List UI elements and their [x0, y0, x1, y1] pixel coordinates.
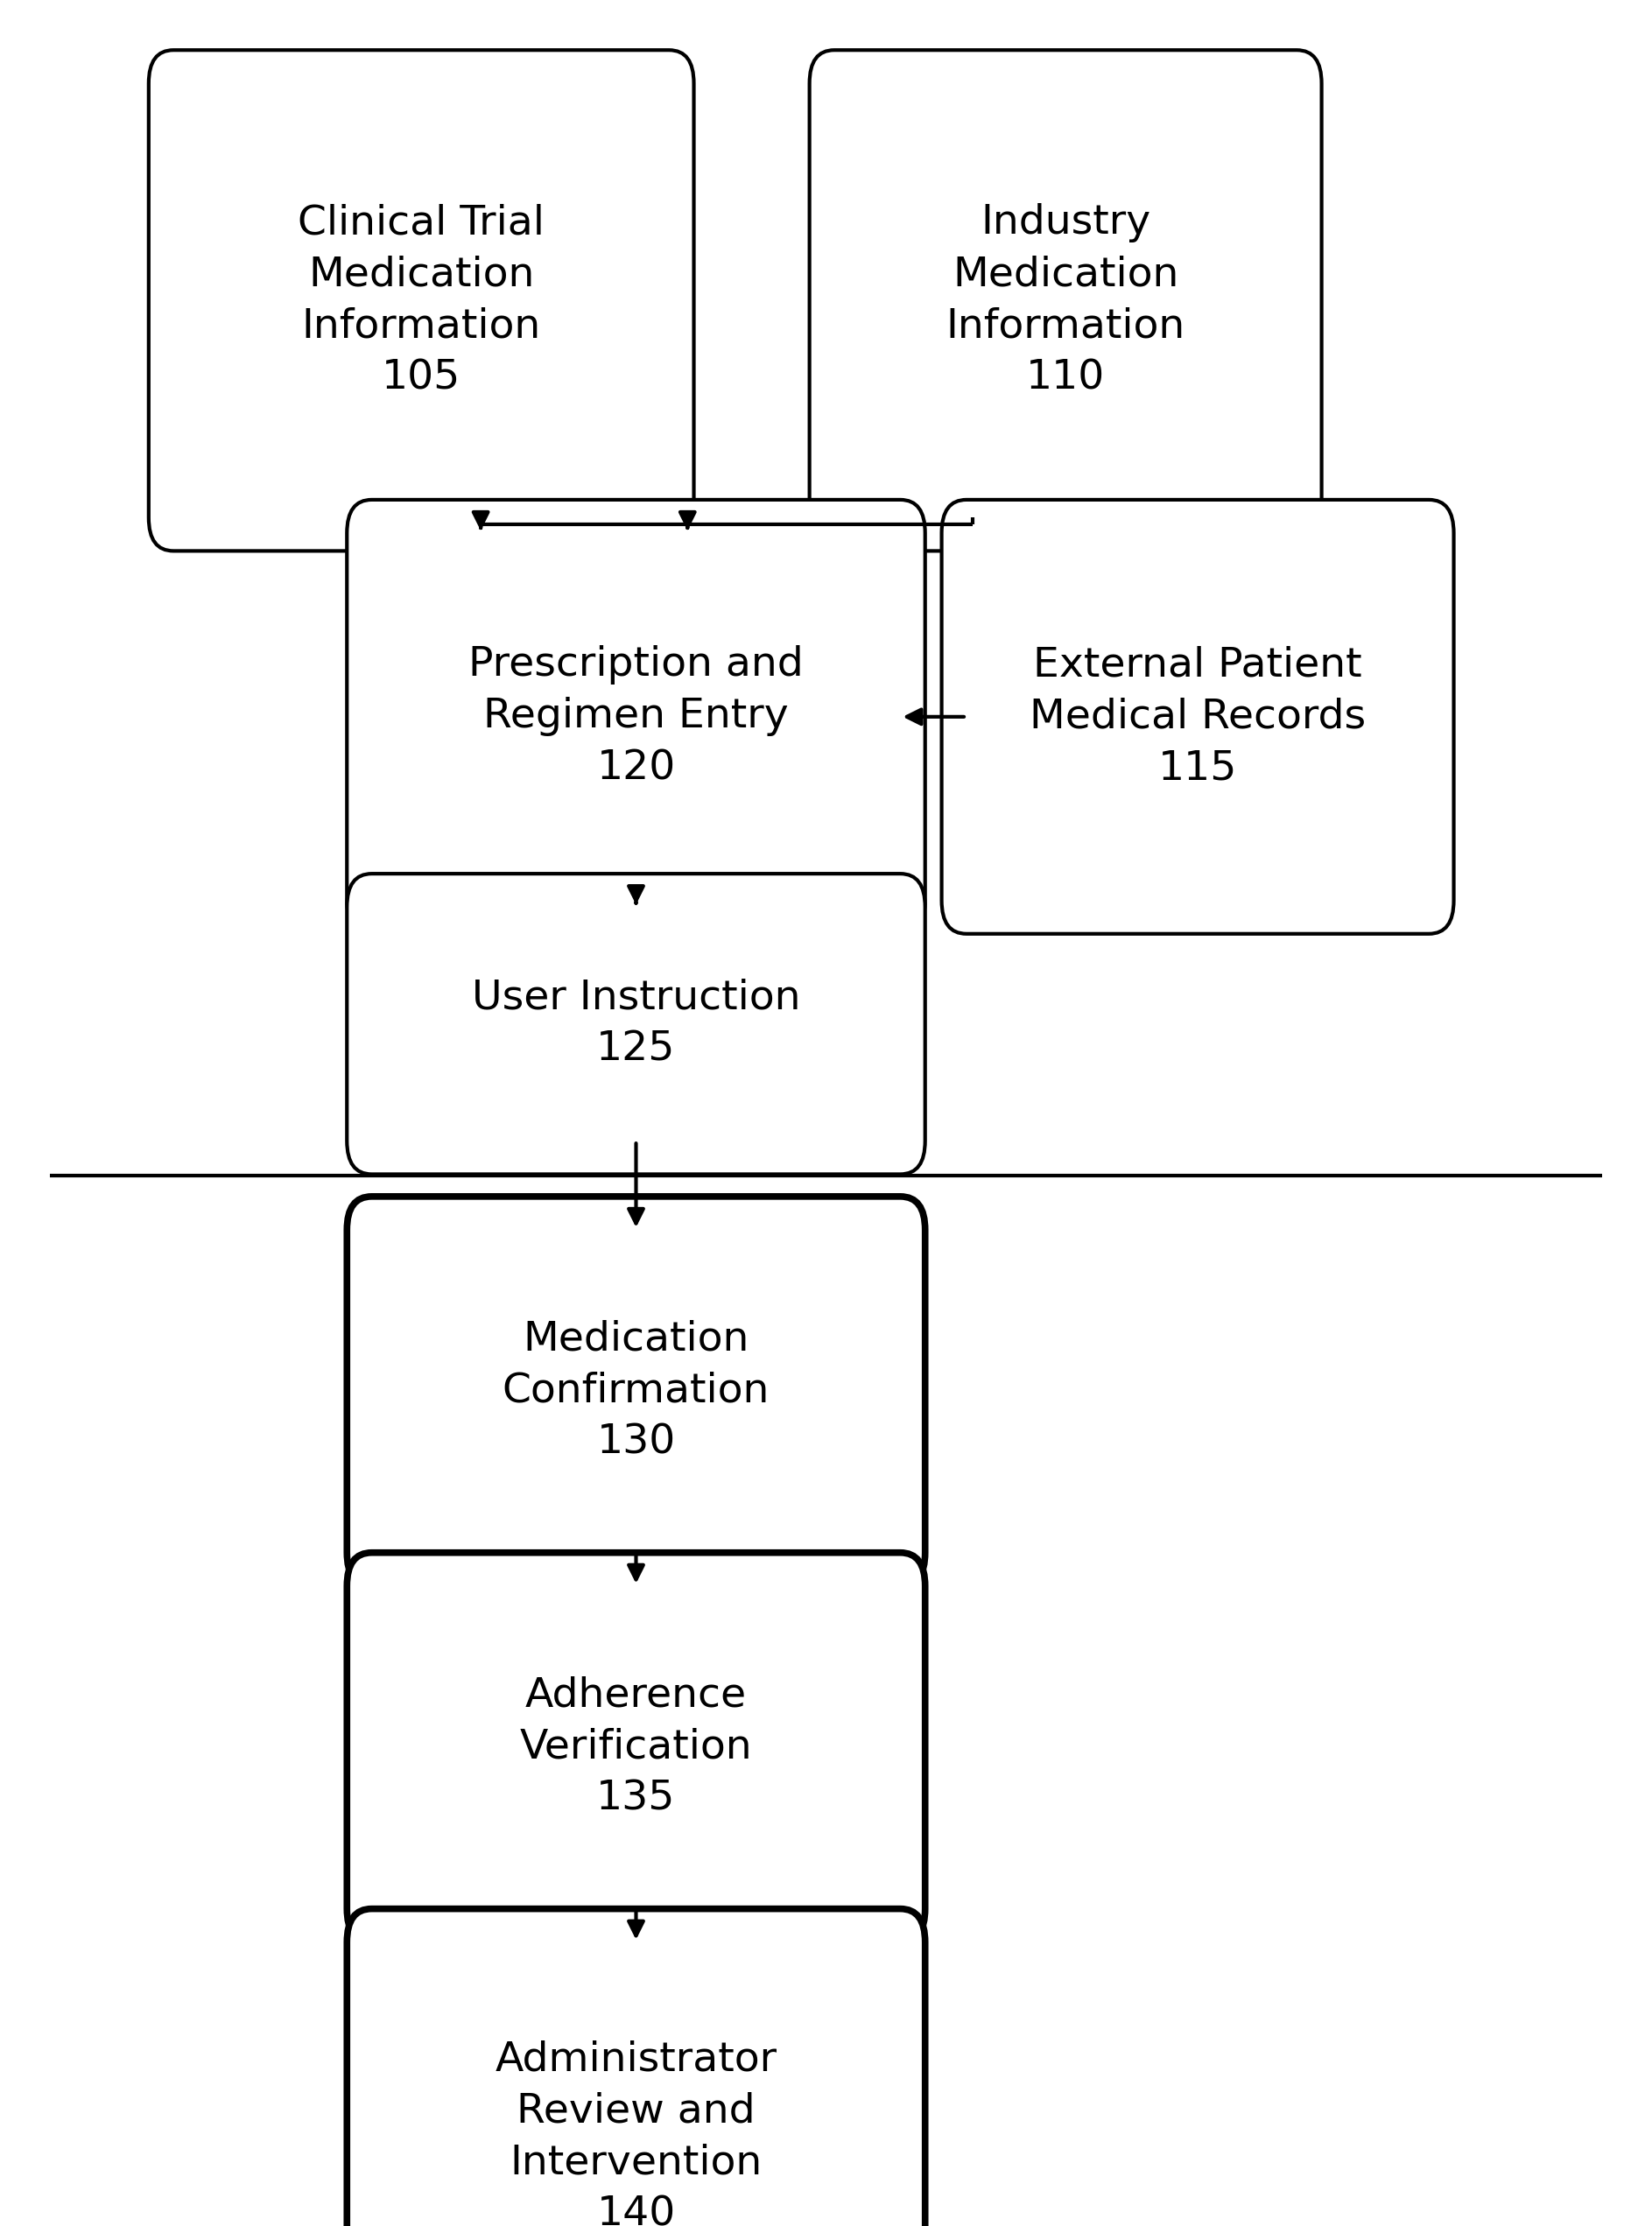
FancyBboxPatch shape	[347, 1554, 925, 1941]
Text: Medication
Confirmation
130: Medication Confirmation 130	[502, 1320, 770, 1462]
FancyBboxPatch shape	[347, 873, 925, 1175]
Text: Industry
Medication
Information
110: Industry Medication Information 110	[947, 203, 1184, 398]
Text: Clinical Trial
Medication
Information
105: Clinical Trial Medication Information 10…	[297, 203, 545, 398]
Text: User Instruction
125: User Instruction 125	[472, 979, 800, 1068]
FancyBboxPatch shape	[347, 1198, 925, 1585]
Text: Administrator
Review and
Intervention
140: Administrator Review and Intervention 14…	[496, 2039, 776, 2226]
FancyBboxPatch shape	[347, 501, 925, 935]
Text: Prescription and
Regimen Entry
120: Prescription and Regimen Entry 120	[469, 646, 803, 788]
Text: External Patient
Medical Records
115: External Patient Medical Records 115	[1029, 646, 1366, 788]
FancyBboxPatch shape	[809, 51, 1322, 552]
FancyBboxPatch shape	[149, 51, 694, 552]
Text: Adherence
Verification
135: Adherence Verification 135	[520, 1676, 752, 1819]
FancyBboxPatch shape	[347, 1910, 925, 2226]
FancyBboxPatch shape	[942, 501, 1454, 935]
